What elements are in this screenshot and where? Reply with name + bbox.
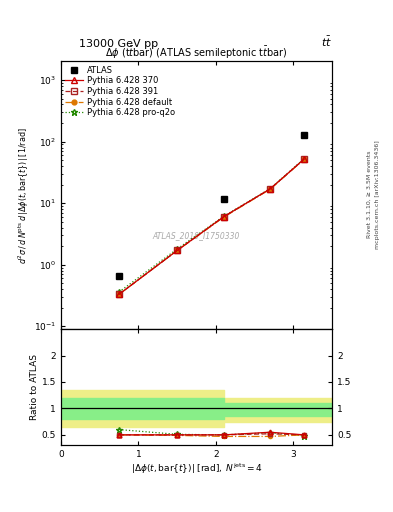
ATLAS bbox=[117, 273, 121, 279]
Pythia 6.428 pro-q2o bbox=[302, 156, 307, 162]
ATLAS bbox=[221, 196, 226, 202]
Pythia 6.428 default bbox=[117, 291, 121, 297]
Pythia 6.428 391 bbox=[302, 156, 307, 162]
Pythia 6.428 default bbox=[221, 214, 226, 220]
Pythia 6.428 default bbox=[175, 247, 180, 253]
Pythia 6.428 default bbox=[268, 186, 272, 193]
Line: Pythia 6.428 370: Pythia 6.428 370 bbox=[116, 156, 307, 297]
Text: $t\bar{t}$: $t\bar{t}$ bbox=[321, 34, 332, 49]
Pythia 6.428 391 bbox=[221, 214, 226, 220]
Legend: ATLAS, Pythia 6.428 370, Pythia 6.428 391, Pythia 6.428 default, Pythia 6.428 pr: ATLAS, Pythia 6.428 370, Pythia 6.428 39… bbox=[63, 64, 176, 119]
Y-axis label: $d^2\sigma \, / \, d \, N^{\rm pts} \, d \, |\Delta\phi(t,{\rm bar}\{t\})| \; [1: $d^2\sigma \, / \, d \, N^{\rm pts} \, d… bbox=[17, 127, 31, 264]
Pythia 6.428 370 bbox=[175, 247, 180, 253]
Pythia 6.428 391 bbox=[117, 291, 121, 297]
Pythia 6.428 391 bbox=[175, 247, 180, 253]
Pythia 6.428 370 bbox=[117, 291, 121, 297]
Line: ATLAS: ATLAS bbox=[116, 132, 307, 280]
X-axis label: $|\Delta\phi(t,{\rm bar}\{t\})| \; [{\rm rad}], \; N^{\rm jets} = 4$: $|\Delta\phi(t,{\rm bar}\{t\})| \; [{\rm… bbox=[130, 462, 263, 477]
Line: Pythia 6.428 default: Pythia 6.428 default bbox=[117, 157, 307, 297]
Text: ATLAS_2019_I1750330: ATLAS_2019_I1750330 bbox=[153, 231, 240, 240]
Text: mcplots.cern.ch [arXiv:1306.3436]: mcplots.cern.ch [arXiv:1306.3436] bbox=[375, 140, 380, 249]
Pythia 6.428 370 bbox=[221, 214, 226, 220]
Pythia 6.428 pro-q2o bbox=[175, 246, 180, 252]
Pythia 6.428 pro-q2o bbox=[117, 289, 121, 295]
Y-axis label: Ratio to ATLAS: Ratio to ATLAS bbox=[30, 354, 39, 420]
Pythia 6.428 370 bbox=[302, 156, 307, 162]
Title: $\Delta\phi$ (t$\bar{t}$bar) (ATLAS semileptonic t$\bar{t}$bar): $\Delta\phi$ (t$\bar{t}$bar) (ATLAS semi… bbox=[105, 45, 288, 61]
Text: 13000 GeV pp: 13000 GeV pp bbox=[79, 38, 158, 49]
Line: Pythia 6.428 pro-q2o: Pythia 6.428 pro-q2o bbox=[116, 155, 308, 295]
Pythia 6.428 pro-q2o bbox=[221, 214, 226, 220]
Pythia 6.428 370 bbox=[268, 186, 272, 192]
Text: Rivet 3.1.10, ≥ 3.5M events: Rivet 3.1.10, ≥ 3.5M events bbox=[367, 151, 372, 238]
ATLAS bbox=[302, 132, 307, 138]
Line: Pythia 6.428 391: Pythia 6.428 391 bbox=[116, 156, 307, 297]
Pythia 6.428 default bbox=[302, 156, 307, 162]
Pythia 6.428 391 bbox=[268, 186, 272, 192]
Pythia 6.428 pro-q2o bbox=[268, 185, 272, 191]
